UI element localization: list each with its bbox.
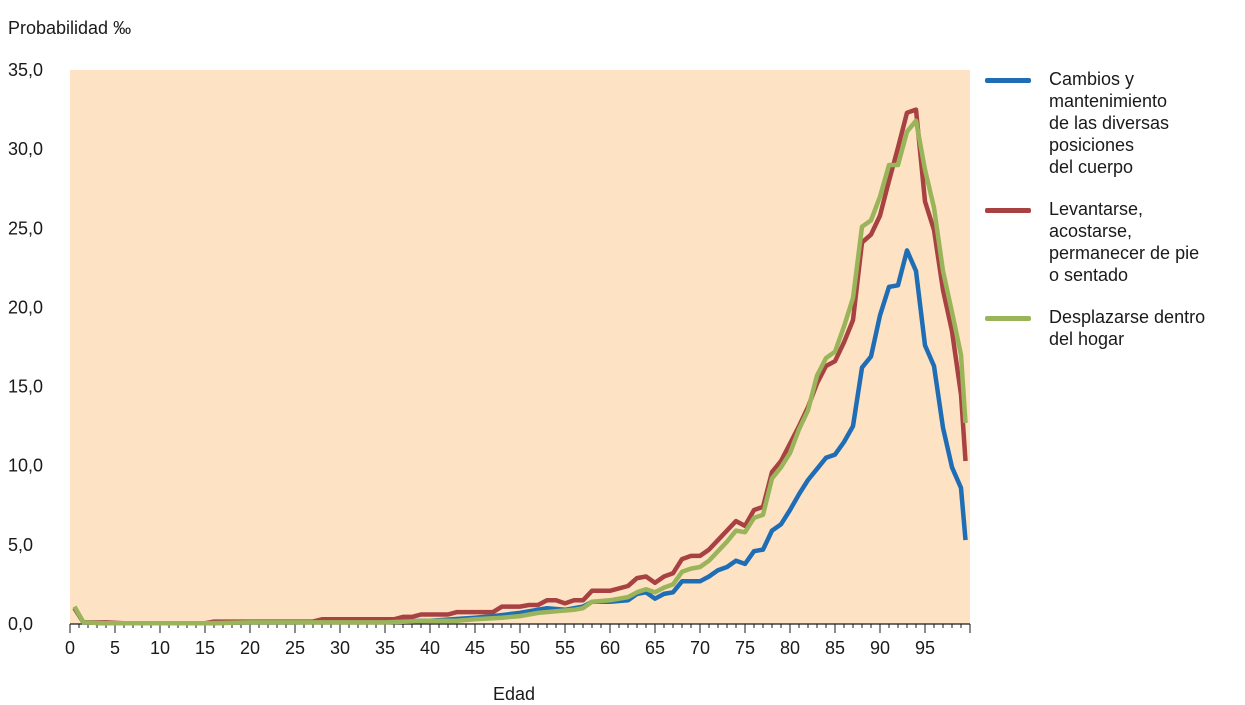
legend-item: Desplazarse dentro del hogar <box>985 306 1243 350</box>
x-tick-label: 0 <box>65 638 75 658</box>
y-tick-label: 30,0 <box>8 139 43 159</box>
legend-swatch <box>985 78 1031 83</box>
x-tick-label: 15 <box>195 638 215 658</box>
y-tick-label: 25,0 <box>8 218 43 238</box>
y-tick-label: 10,0 <box>8 456 43 476</box>
x-tick-label: 65 <box>645 638 665 658</box>
x-tick-label: 20 <box>240 638 260 658</box>
legend: Cambios y mantenimiento de las diversas … <box>985 68 1243 370</box>
legend-item: Levantarse, acostarse, permanecer de pie… <box>985 198 1243 286</box>
y-tick-label: 15,0 <box>8 377 43 397</box>
legend-swatch <box>985 316 1031 321</box>
y-axis-title: Probabilidad ‰ <box>8 18 132 38</box>
legend-item: Cambios y mantenimiento de las diversas … <box>985 68 1243 178</box>
x-tick-label: 55 <box>555 638 575 658</box>
y-tick-label: 20,0 <box>8 297 43 317</box>
x-tick-label: 40 <box>420 638 440 658</box>
x-tick-label: 60 <box>600 638 620 658</box>
legend-label: Desplazarse dentro del hogar <box>1049 307 1206 349</box>
x-tick-label: 25 <box>285 638 305 658</box>
x-tick-label: 90 <box>870 638 890 658</box>
x-tick-label: 10 <box>150 638 170 658</box>
legend-label: Levantarse, acostarse, permanecer de pie… <box>1049 199 1200 285</box>
x-tick-label: 95 <box>915 638 935 658</box>
series-line-2 <box>72 107 968 626</box>
x-tick-label: 85 <box>825 638 845 658</box>
x-tick-label: 45 <box>465 638 485 658</box>
legend-label: Cambios y mantenimiento de las diversas … <box>1049 69 1170 177</box>
x-axis: 0 5 10 15 20 25 30 35 40 45 50 55 60 65 70 75 80 85 90 95 <box>65 623 971 658</box>
y-tick-label: 5,0 <box>8 535 33 555</box>
plot-background <box>70 70 970 624</box>
x-tick-label: 35 <box>375 638 395 658</box>
x-tick-label: 50 <box>510 638 530 658</box>
y-axis: 0,0 5,0 10,0 15,0 20,0 25,0 30,0 35,0 <box>8 60 43 634</box>
x-tick-label: 75 <box>735 638 755 658</box>
x-axis-title: Edad <box>493 684 536 704</box>
y-tick-label: 0,0 <box>8 614 33 634</box>
x-tick-label: 70 <box>690 638 710 658</box>
series-lines <box>72 107 968 626</box>
x-tick-label: 80 <box>780 638 800 658</box>
y-tick-label: 35,0 <box>8 60 43 80</box>
legend-swatch <box>985 208 1031 213</box>
x-tick-label: 30 <box>330 638 350 658</box>
series-line-3 <box>72 118 968 626</box>
x-tick-label: 5 <box>110 638 120 658</box>
